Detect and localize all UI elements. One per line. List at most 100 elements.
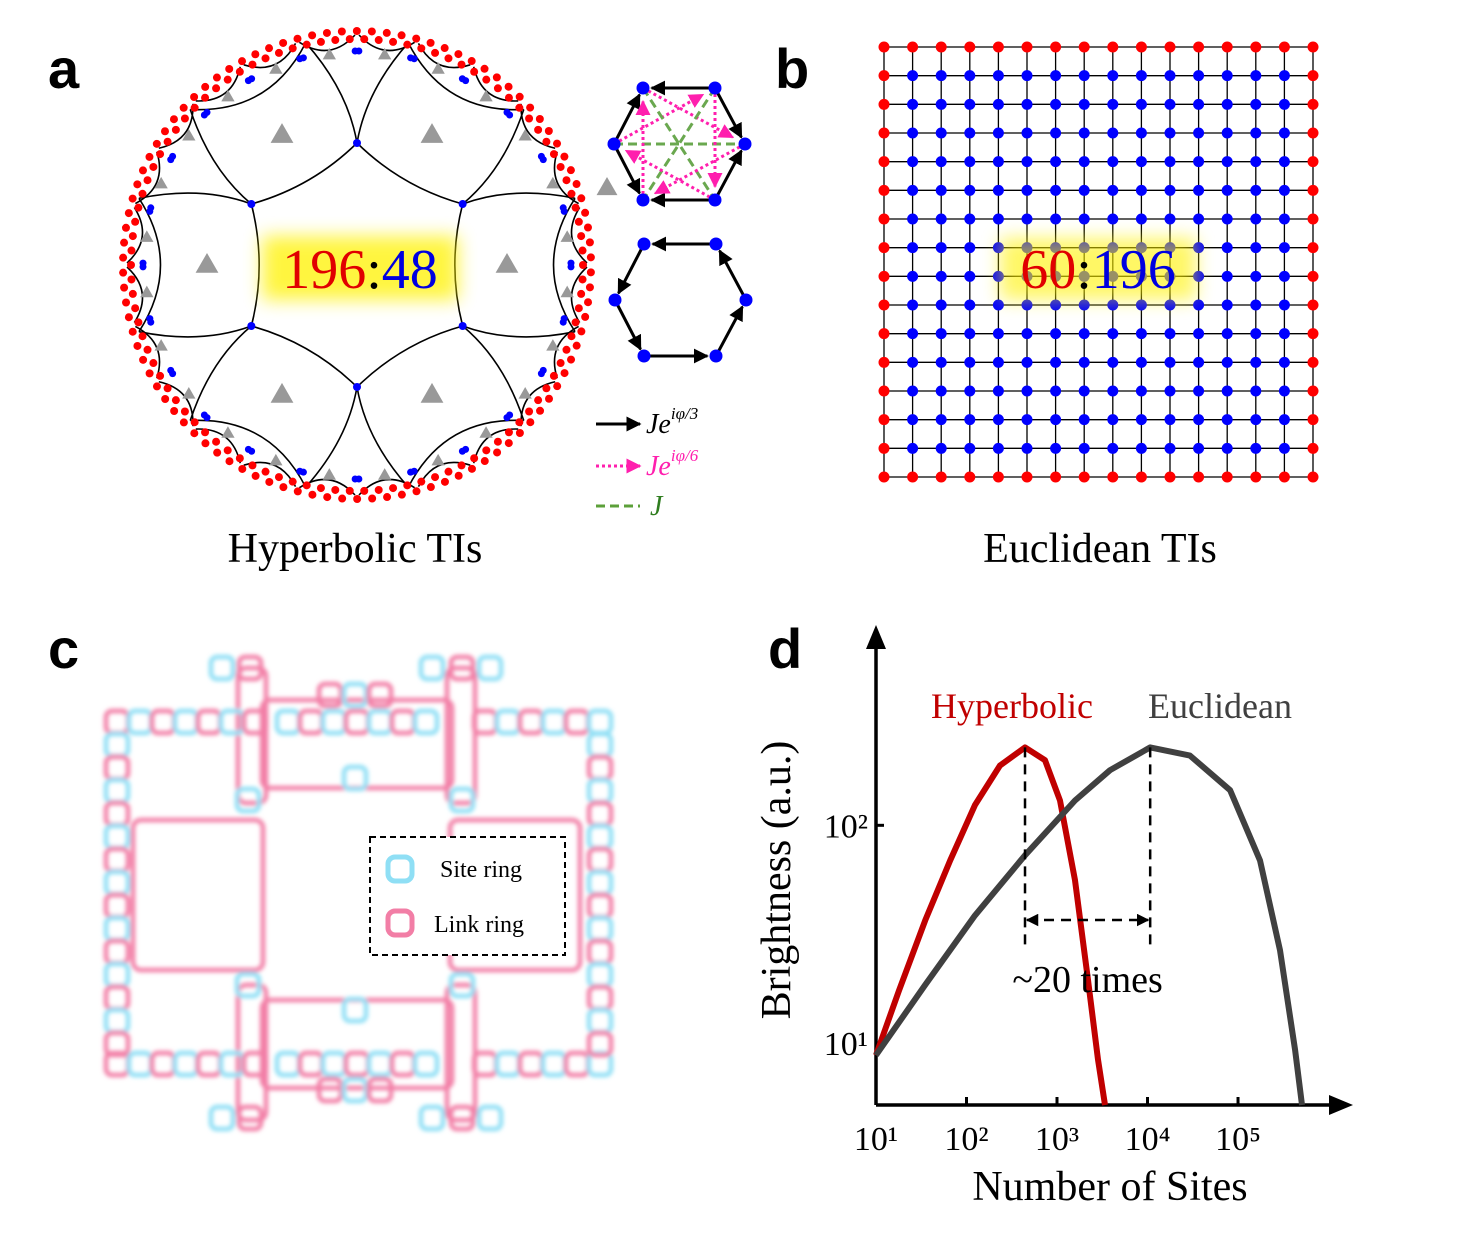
boundary-site [383,493,392,502]
y-tick-label: 10¹ [824,1026,868,1063]
bulk-site [247,322,256,330]
bulk-site [935,184,947,196]
boundary-site [360,486,369,495]
bulk-site [1250,98,1262,110]
boundary-site [504,439,513,448]
boundary-site [544,127,553,136]
triangle [154,339,168,351]
boundary-site [536,406,545,415]
coupling [613,93,705,146]
geodesic [189,325,252,421]
boundary-site [127,246,136,255]
boundary-site [878,385,890,397]
coupling [642,86,735,139]
boundary-site [261,54,270,63]
bulk-site [147,204,155,212]
boundary-site [251,50,260,59]
legend-label: Euclidean [1148,686,1292,726]
bulk-site [1278,70,1290,82]
boundary-site [138,166,147,175]
bulk-site [353,383,361,391]
bulk-site [1278,385,1290,397]
ring [586,938,614,966]
boundary-site [133,341,142,350]
boundary-site [133,180,142,189]
bulk-site [247,200,256,208]
bulk-site [1164,98,1176,110]
ring [366,681,394,709]
boundary-site [212,73,221,82]
ring [586,846,614,874]
boundary-site [586,253,595,262]
ring [126,1050,154,1078]
site [636,193,650,207]
triangle [420,382,444,403]
geodesic [305,42,358,144]
bulk-site [935,299,947,311]
boundary-site [238,57,247,66]
boundary-site [444,467,453,476]
bulk-site [1278,213,1290,225]
bulk-site [1135,442,1147,454]
ring [297,708,325,736]
bulk-site [935,242,947,254]
triangle [269,62,283,74]
bulk-site [1164,70,1176,82]
boundary-site [578,246,587,255]
bulk-site [1164,299,1176,311]
bulk-site [907,442,919,454]
boundary-site [571,318,580,327]
boundary-site [128,289,137,298]
boundary-site [1307,442,1319,454]
boundary-site [308,490,317,499]
boundary-site [122,298,131,307]
bulk-site [964,156,976,168]
ring [540,1050,568,1078]
bulk-site [992,184,1004,196]
boundary-site [560,152,569,161]
boundary-site [212,437,221,446]
boundary-site [1221,471,1233,483]
bulk-site [907,213,919,225]
boundary-site [190,429,199,438]
ring [418,654,446,682]
boundary-site [562,176,571,185]
bulk-site [935,270,947,282]
geodesic [570,206,588,264]
boundary-site [574,304,583,313]
triangle [270,382,294,403]
bulk-site [539,156,547,164]
boundary-site [293,487,302,496]
triangle [322,468,336,480]
bulk-site [1250,328,1262,340]
boundary-site [480,457,489,466]
bulk-site [935,414,947,426]
bulk-site [1107,127,1119,139]
ring [234,786,262,814]
bulk-site [1221,98,1233,110]
boundary-site [124,313,133,322]
coupling [713,149,743,201]
bulk-site [907,356,919,368]
boundary-site [553,139,562,148]
boundary-site [225,64,234,73]
geodesic [134,151,161,205]
ring [149,708,177,736]
bulk-site [1078,328,1090,340]
boundary-site [353,494,362,503]
boundary-site [331,36,340,45]
ring [476,1104,504,1132]
boundary-site [579,261,587,269]
bulk-site [1164,414,1176,426]
bulk-site [1050,299,1062,311]
coupling [641,87,717,201]
boundary-site [583,223,592,232]
bulk-site [1250,356,1262,368]
boundary-site [567,332,576,341]
bulk-site [1221,442,1233,454]
panel-label: d [768,617,802,680]
chart: 10¹ 10² 10³ 10⁴ 10⁵ 10¹ 10² Number of Sites Brig… [754,625,1353,1210]
bulk-site [1193,213,1205,225]
bulk-site [200,411,208,419]
bulk-site [1193,414,1205,426]
